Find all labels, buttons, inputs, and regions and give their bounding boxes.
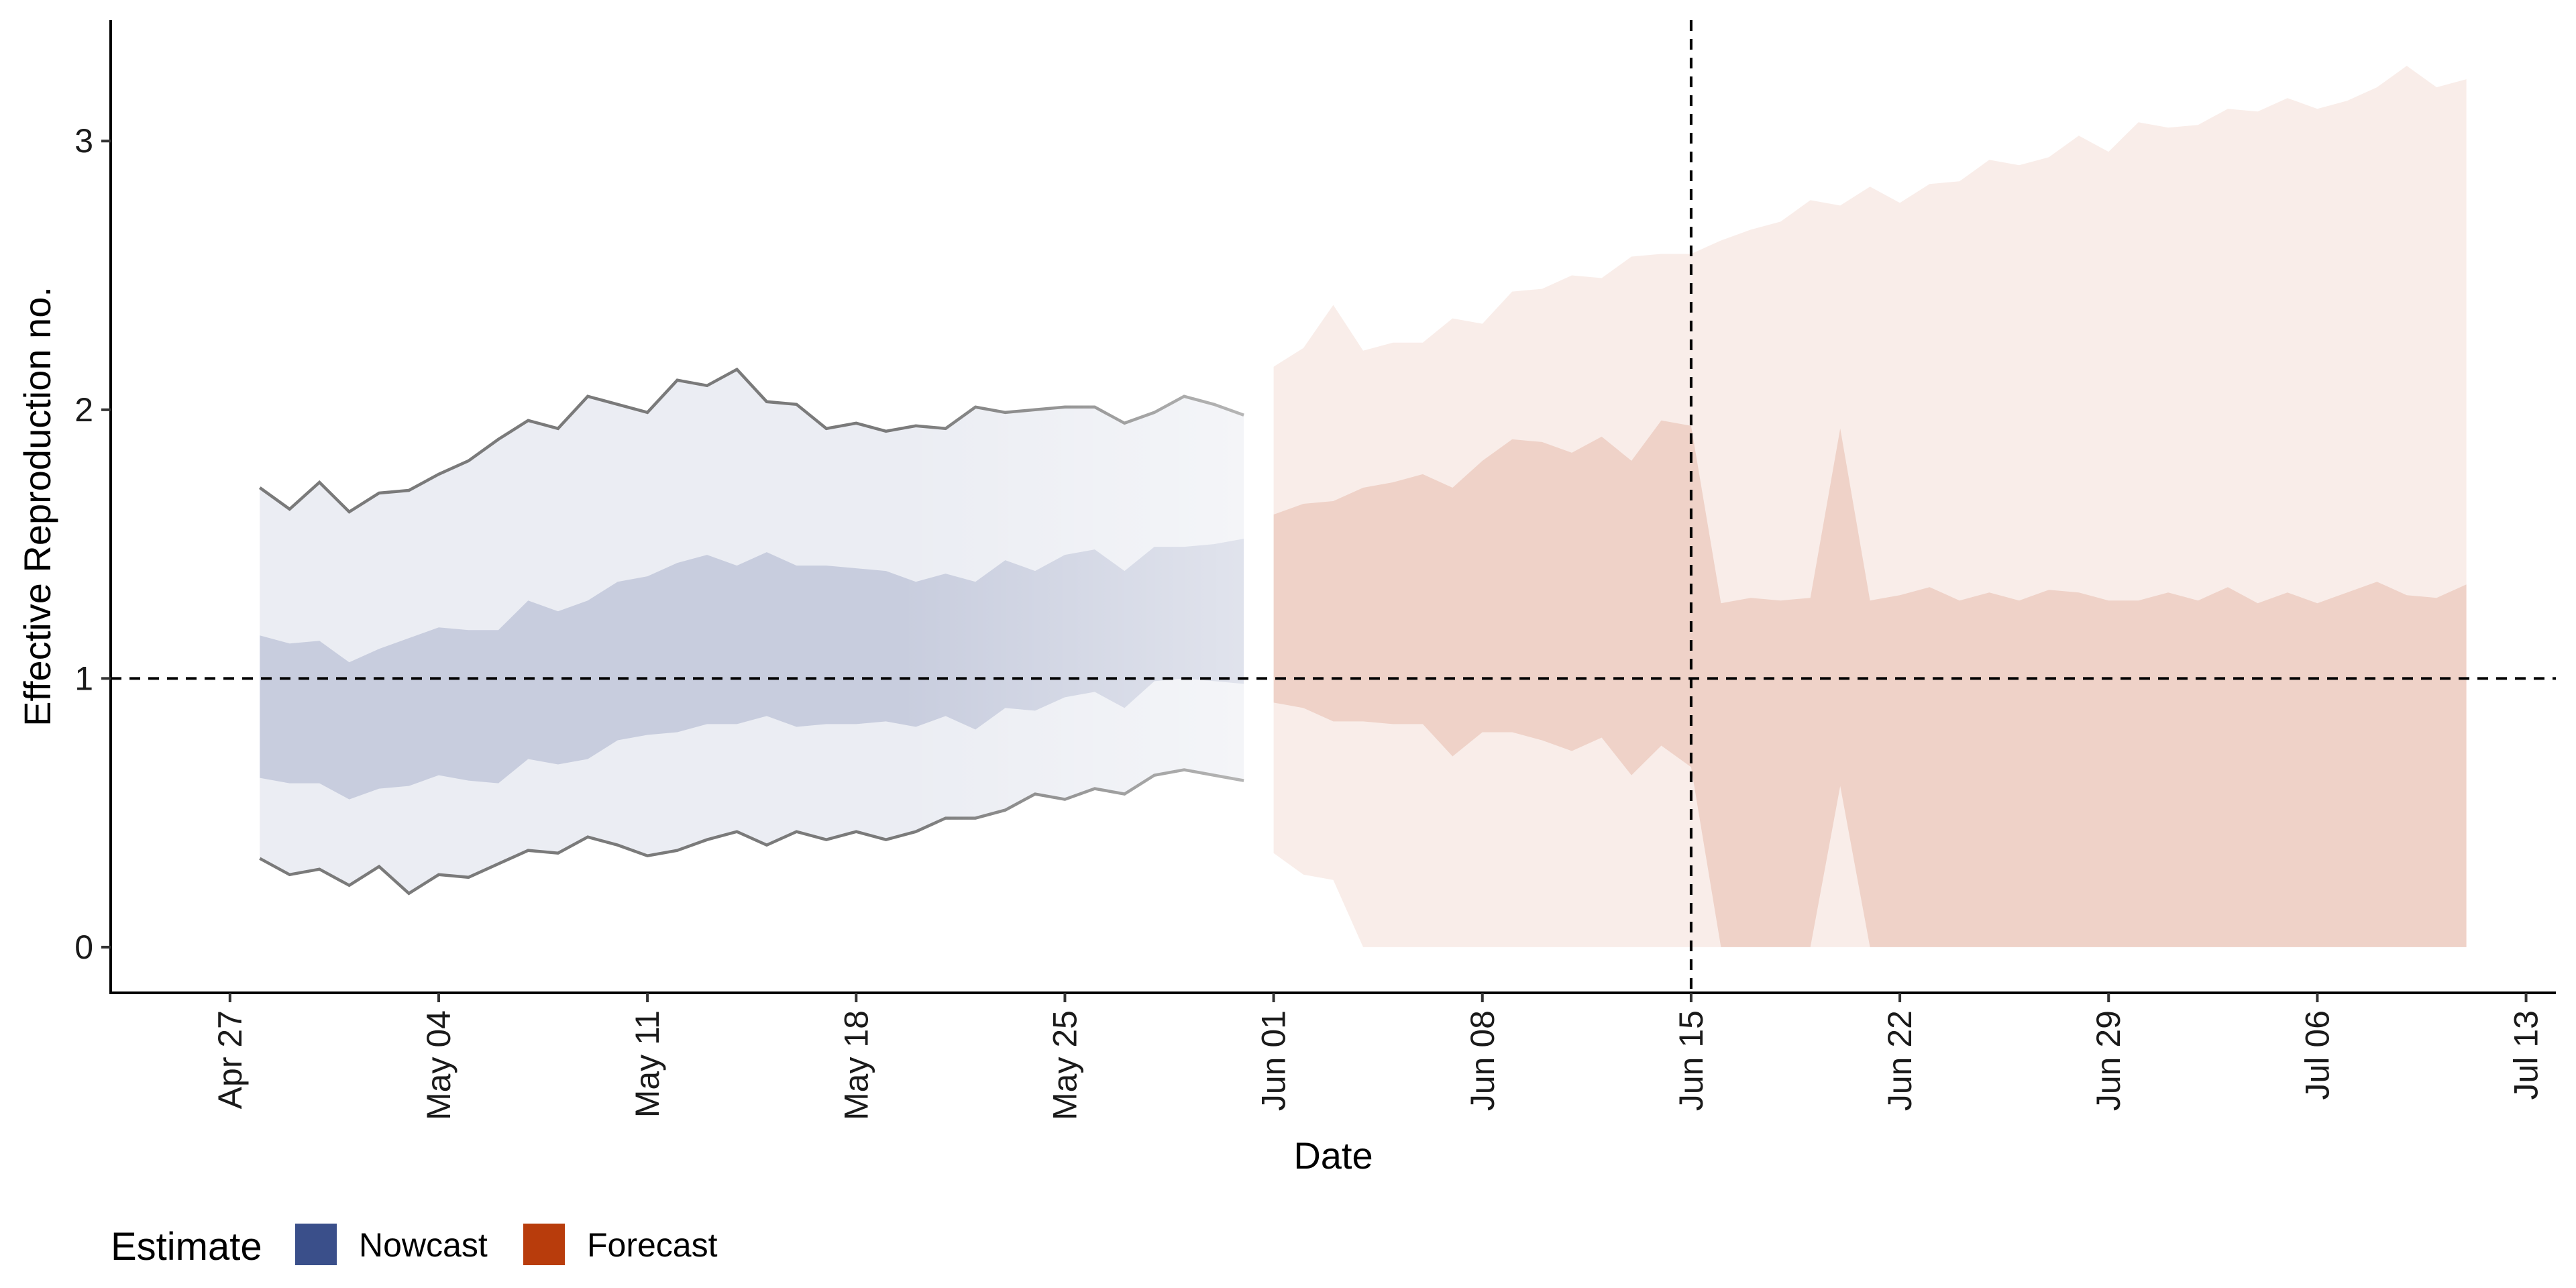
x-tick-label: Jul 13 <box>2508 1010 2545 1099</box>
x-tick-label: May 04 <box>420 1010 458 1120</box>
x-tick-label: Jun 15 <box>1672 1010 1710 1111</box>
y-axis-title: Effective Reproduction no. <box>16 286 58 727</box>
x-tick-label: Jun 01 <box>1255 1010 1293 1111</box>
band-layer <box>258 20 2467 993</box>
reference-lines <box>111 20 2556 993</box>
x-axis-title: Date <box>1293 1134 1373 1177</box>
nowcast-fade-overlay <box>260 20 1247 993</box>
x-tick-label: Jun 29 <box>2090 1010 2127 1111</box>
legend-label-nowcast: Nowcast <box>359 1226 488 1264</box>
legend-swatch-nowcast <box>295 1224 337 1265</box>
x-tick-label: Apr 27 <box>211 1010 249 1109</box>
x-tick-label: Jul 06 <box>2298 1010 2336 1099</box>
forecast-outer-band <box>1273 66 2467 947</box>
legend: Estimate Nowcast Forecast <box>111 1224 718 1269</box>
legend-swatch-forecast <box>523 1224 565 1265</box>
y-tick-label: 3 <box>74 122 93 160</box>
y-tick-label: 2 <box>74 391 93 429</box>
x-tick-label: Jun 22 <box>1881 1010 1919 1111</box>
x-tick-label: May 11 <box>629 1010 666 1118</box>
tick-layer: 0 1 2 3 Apr 27 May 04 May 11 May 18 May 25 Jun 01… <box>74 122 2544 1120</box>
y-tick-label: 0 <box>74 928 93 966</box>
axes <box>109 20 2556 994</box>
x-tick-label: Jun 08 <box>1464 1010 1501 1111</box>
y-tick-label: 1 <box>74 659 93 697</box>
x-tick-label: May 18 <box>837 1010 875 1120</box>
legend-label-forecast: Forecast <box>587 1226 718 1264</box>
legend-title: Estimate <box>111 1225 262 1269</box>
forecast-inner-band <box>1273 420 2467 947</box>
x-tick-label: May 25 <box>1046 1010 1083 1120</box>
